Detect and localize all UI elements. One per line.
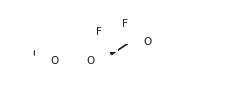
Text: O: O [50,56,59,66]
Text: O: O [86,56,94,66]
Text: O: O [33,49,41,59]
Text: F: F [121,19,127,29]
Text: F: F [96,27,102,37]
Text: O: O [143,37,151,47]
